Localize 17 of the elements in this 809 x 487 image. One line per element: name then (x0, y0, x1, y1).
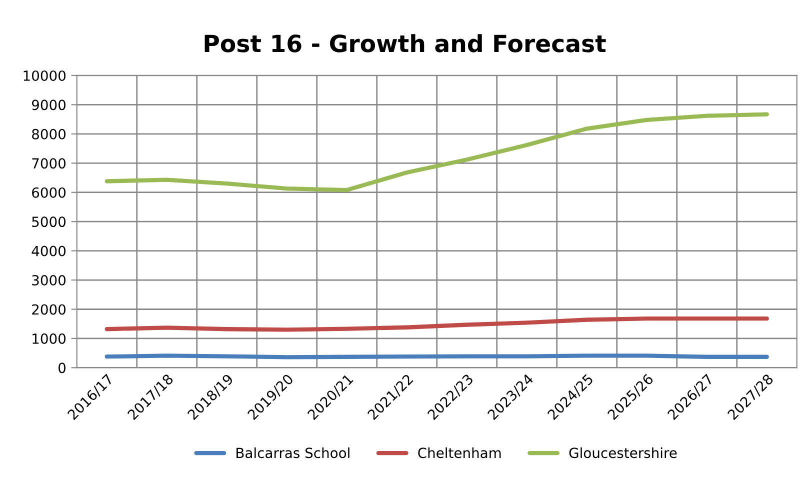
y-tick-label: 9000 (32, 100, 66, 110)
y-tick-label: 3000 (32, 274, 66, 286)
chart-title: Post 16 - Growth and Forecast (204, 34, 606, 52)
y-tick-label: 10000 (24, 70, 66, 81)
y-tick-label: 5000 (32, 216, 66, 228)
legend-label: Gloucestershire (569, 447, 677, 458)
y-tick-label: 4000 (32, 246, 66, 256)
y-tick-label: 0 (58, 362, 66, 374)
legend-label: Balcarras School (236, 447, 350, 458)
y-tick-label: 1000 (32, 333, 66, 344)
y-tick-label: 8000 (32, 128, 66, 140)
line-series (104, 316, 769, 332)
y-tick-label: 6000 (32, 187, 66, 198)
y-tick-label: 2000 (32, 304, 66, 315)
y-tick-label: 7000 (32, 158, 66, 169)
line-series (104, 112, 769, 192)
legend-label: Cheltenham (418, 447, 501, 458)
